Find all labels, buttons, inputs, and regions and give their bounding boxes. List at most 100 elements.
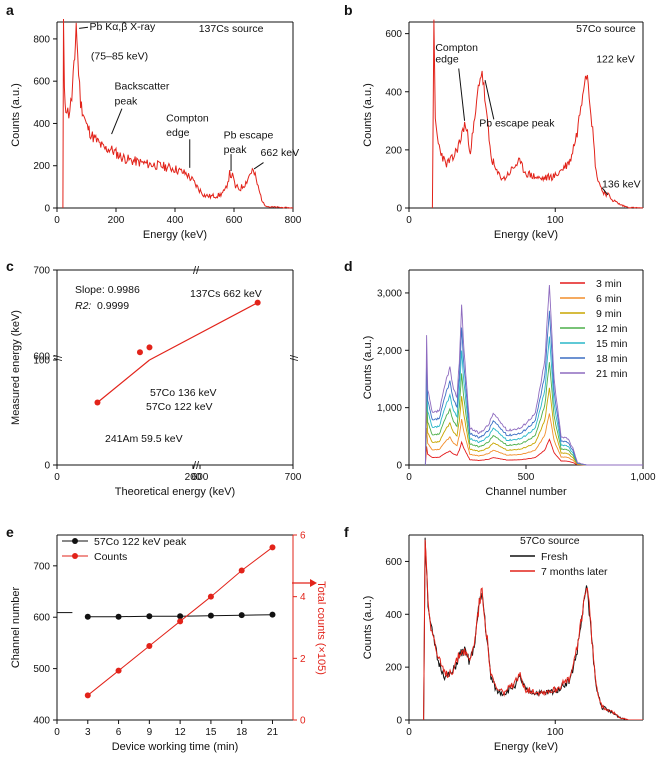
a-annotation: Pb escape bbox=[224, 129, 274, 141]
d-y-tick-label: 3,000 bbox=[377, 288, 402, 299]
a-y-tick-label: 600 bbox=[33, 77, 50, 88]
b-arrow bbox=[458, 68, 466, 121]
e-axis-arrow-head bbox=[310, 579, 317, 587]
c-y-tick-label: 100 bbox=[33, 356, 50, 367]
d-legend-label: 15 min bbox=[596, 338, 628, 350]
f-x-tick-label: 0 bbox=[406, 727, 412, 738]
e-channel-point bbox=[146, 613, 153, 620]
b-arrow bbox=[484, 80, 495, 120]
c-y-tick-label: 600 bbox=[33, 352, 50, 363]
e-counts-point bbox=[238, 567, 245, 574]
e-counts-point bbox=[177, 618, 184, 625]
e-y-tick-label: 700 bbox=[33, 561, 50, 572]
b-y-tick-label: 400 bbox=[385, 87, 402, 98]
c-x-break-mark: // bbox=[193, 265, 200, 277]
a-y-tick-label: 800 bbox=[33, 34, 50, 45]
a-annotation: edge bbox=[166, 127, 190, 139]
c-y-break-mark: // bbox=[287, 355, 299, 362]
panel-f: 0 100 0 200 400 600 Energy (keV) Counts (a.u.) 5… bbox=[362, 534, 644, 753]
a-x-axis-title: Energy (keV) bbox=[143, 229, 207, 241]
b-annotation: edge bbox=[435, 54, 459, 66]
e-channel-point bbox=[177, 613, 184, 620]
panel-b-label: b bbox=[344, 2, 353, 18]
c-point-label: 57Co 136 keV bbox=[150, 387, 217, 399]
e-counts-point bbox=[115, 667, 122, 674]
e-channel-point bbox=[269, 611, 276, 618]
e-channel-point bbox=[115, 613, 122, 620]
a-annotation: Compton bbox=[166, 112, 209, 124]
a-annotation: (75–85 keV) bbox=[91, 50, 148, 62]
d-x-tick-label: 1,000 bbox=[630, 472, 655, 483]
b-annotation: 136 keV bbox=[602, 179, 641, 191]
e-y2-tick-label: 6 bbox=[300, 531, 306, 542]
e-y2-axis-title: Total counts (×105) bbox=[315, 581, 327, 675]
e-legend-label: 57Co 122 keV peak bbox=[94, 536, 187, 548]
f-y-tick-label: 0 bbox=[396, 716, 402, 727]
f-y-tick-label: 200 bbox=[385, 663, 402, 674]
panel-a-label: a bbox=[6, 2, 14, 18]
f-y-tick-label: 600 bbox=[385, 557, 402, 568]
e-x-tick-label: 12 bbox=[175, 727, 187, 738]
a-annotation: Pb Kα,β X-ray bbox=[89, 21, 156, 33]
c-x-tick-label: 0 bbox=[54, 472, 60, 483]
b-spectrum-line bbox=[431, 19, 644, 209]
e-channel-point bbox=[207, 612, 214, 619]
b-x-tick-label: 0 bbox=[406, 215, 412, 226]
c-point-label: 137Cs 662 keV bbox=[190, 288, 262, 300]
a-spectrum-line bbox=[62, 18, 294, 209]
e-y2-tick-label: 0 bbox=[300, 716, 306, 727]
panel-f-label: f bbox=[344, 524, 349, 540]
b-annotation: 122 keV bbox=[596, 54, 635, 66]
e-x-tick-label: 0 bbox=[54, 727, 60, 738]
f-x-axis-title: Energy (keV) bbox=[494, 741, 558, 753]
f-x-tick-label: 100 bbox=[547, 727, 564, 738]
a-arrow bbox=[253, 162, 264, 170]
e-x-tick-label: 18 bbox=[236, 727, 248, 738]
a-x-tick-label: 0 bbox=[54, 215, 60, 226]
c-x-break-mark: // bbox=[193, 460, 200, 472]
c-x-tick-label: 600 bbox=[192, 472, 209, 483]
a-y-tick-label: 0 bbox=[44, 204, 50, 215]
e-counts-point bbox=[207, 593, 214, 600]
d-series-line bbox=[424, 284, 643, 466]
d-y-tick-label: 2,000 bbox=[377, 346, 402, 357]
d-y-tick-label: 1,000 bbox=[377, 403, 402, 414]
c-x-axis-title: Theoretical energy (keV) bbox=[115, 486, 235, 498]
a-arrow bbox=[79, 26, 89, 29]
c-y-tick-label: 700 bbox=[33, 266, 50, 277]
d-x-tick-label: 0 bbox=[406, 472, 412, 483]
d-x-axis-title: Channel number bbox=[485, 486, 567, 498]
d-y-axis-title: Counts (a.u.) bbox=[362, 336, 374, 400]
c-y-axis-title: Measured energy (keV) bbox=[10, 310, 22, 425]
e-x-tick-label: 6 bbox=[116, 727, 122, 738]
f-legend-label: Fresh bbox=[541, 551, 568, 563]
panel-d: 0 500 1,000 0 1,000 2,000 3,000 Channel number C… bbox=[362, 269, 656, 498]
d-x-tick-label: 500 bbox=[518, 472, 535, 483]
e-legend-label: Counts bbox=[94, 551, 127, 563]
e-y-tick-label: 400 bbox=[33, 716, 50, 727]
b-annotation: Compton bbox=[435, 42, 478, 54]
f-legend-label: 7 months later bbox=[541, 566, 608, 578]
d-legend-label: 18 min bbox=[596, 353, 628, 365]
a-annotation: Backscatter bbox=[115, 81, 170, 93]
b-y-tick-label: 600 bbox=[385, 29, 402, 40]
d-legend-label: 6 min bbox=[596, 293, 622, 305]
d-legend-label: 12 min bbox=[596, 323, 628, 335]
panel-e: 0 3 6 9 12 15 18 21 400 500 600 700 Device working t… bbox=[10, 531, 327, 754]
a-x-tick-label: 200 bbox=[108, 215, 125, 226]
e-y-tick-label: 500 bbox=[33, 664, 50, 675]
c-fit-line bbox=[97, 359, 150, 403]
panel-a: 0 200 400 600 800 0 200 400 600 800 Energy (keV) Co… bbox=[10, 18, 302, 241]
a-x-tick-label: 600 bbox=[226, 215, 243, 226]
b-x-axis-title: Energy (keV) bbox=[494, 229, 558, 241]
a-source-label: 137Cs source bbox=[199, 23, 264, 35]
d-y-tick-label: 0 bbox=[396, 461, 402, 472]
e-y2-tick-label: 4 bbox=[300, 592, 306, 603]
b-y-tick-label: 0 bbox=[396, 204, 402, 215]
c-slope-text: Slope: 0.9986 bbox=[75, 284, 140, 296]
f-y-tick-label: 400 bbox=[385, 610, 402, 621]
a-x-tick-label: 800 bbox=[285, 215, 302, 226]
e-counts-point bbox=[146, 643, 153, 649]
e-counts-point bbox=[84, 692, 91, 699]
